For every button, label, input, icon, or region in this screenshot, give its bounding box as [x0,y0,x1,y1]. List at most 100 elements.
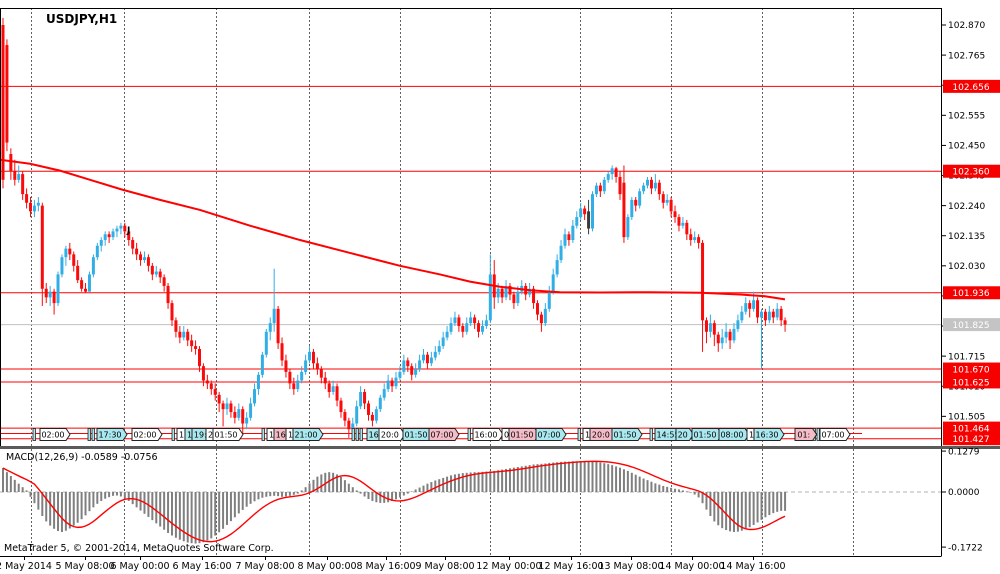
candle-body [225,403,229,410]
candle-body [315,363,319,370]
candle-body [72,254,76,266]
event-tag[interactable] [753,428,785,441]
event-tick-mark[interactable] [171,428,175,441]
candle-body [68,248,72,255]
candle-body [673,211,677,218]
candle-body [182,331,186,338]
event-tag-label: 2 [208,430,213,439]
price-level-badge[interactable] [943,164,1000,178]
event-tag[interactable] [794,428,818,441]
candle-body [579,208,583,218]
price-tick-label: 102.450 [948,142,985,152]
event-tag[interactable] [675,428,695,441]
candle-body [284,360,288,372]
candle-body [697,237,701,243]
event-tick-mark[interactable] [87,428,91,441]
event-tag[interactable] [212,428,244,441]
event-tick-mark[interactable] [32,428,36,441]
candle-body [657,182,661,195]
candle-body [190,340,194,347]
candle-body [40,205,44,289]
chart-object-marker[interactable]: J [127,226,131,236]
candle-body [465,323,469,332]
candle-body [614,168,618,177]
event-tag-label: 20:0 [592,430,610,439]
candle-body [127,231,131,241]
candle-body [480,326,484,332]
candle-body [508,285,512,295]
candle-body [441,337,445,347]
candle-body [606,174,610,180]
candle-body [469,317,473,324]
event-tag[interactable] [611,428,643,441]
candle-body [433,351,437,358]
event-tag-label: 01:50 [214,430,237,439]
candle-body [457,317,461,327]
candle-body [343,412,347,421]
event-tick-mark[interactable] [355,428,359,441]
candle-body [264,331,268,355]
event-tick-mark[interactable] [649,428,653,441]
candle-body [744,303,748,312]
event-tag-label: 01:50 [693,430,716,439]
time-tick-label: 8 May 16:00 [356,561,415,572]
candle-body [331,386,335,392]
event-tag[interactable] [131,428,163,441]
time-tick-label: 12 May 16:00 [538,561,603,572]
candle-body [661,194,665,203]
event-tick-mark[interactable] [91,428,95,441]
price-level-badge[interactable] [943,286,1000,300]
macd-tick-label: 0.1279 [948,447,980,457]
event-tag[interactable] [819,428,851,441]
candle-body [17,174,21,180]
candle-body [48,291,52,298]
event-tag[interactable] [535,428,567,441]
candle-body [712,323,716,335]
candle-body [84,288,88,292]
event-tick-mark[interactable] [351,428,355,441]
price-level-badge[interactable] [943,375,1000,389]
event-tick-mark[interactable] [261,428,265,441]
event-tag-label: 16:00 [474,430,497,439]
candle-body [567,234,571,241]
candle-body [555,260,559,275]
event-tag-label: 01:50 [404,430,427,439]
candle-body [575,217,579,226]
copyright-footer: MetaTrader 5, © 2001-2014, MetaQuotes So… [4,543,274,554]
panel-separator[interactable] [0,446,1000,449]
event-tag[interactable] [472,428,504,441]
candle-body [437,346,441,352]
event-tag[interactable] [292,428,324,441]
event-tag-label: 07:00 [537,430,560,439]
candle-body [32,205,36,212]
event-tag[interactable] [39,428,71,441]
event-tag-label: 1 [288,430,293,439]
event-tick-mark[interactable] [359,428,363,441]
candle-body [288,371,292,384]
price-level-badge[interactable] [943,432,1000,446]
candle-body [194,346,198,349]
candle-body [201,366,205,381]
price-level-badge[interactable] [943,79,1000,93]
event-tick-mark[interactable] [467,428,471,441]
price-level-badge[interactable] [943,421,1000,435]
candle-body [119,225,123,229]
event-tick-mark[interactable] [816,428,820,441]
candle-body [418,360,422,370]
event-tag[interactable] [96,428,128,441]
candle-body [64,248,68,258]
candle-body [752,300,756,309]
event-tag-label: 07:00 [821,430,844,439]
price-level-badge[interactable] [943,362,1000,376]
candle-body [339,400,343,413]
candle-body [591,194,594,229]
candle-body [429,357,433,364]
candle-body [677,217,681,226]
candle-body [99,240,103,246]
event-tick-mark[interactable] [577,428,581,441]
candle-body [728,331,732,341]
candle-body [685,222,689,235]
candle-body [115,228,119,232]
event-tag[interactable] [428,428,460,441]
